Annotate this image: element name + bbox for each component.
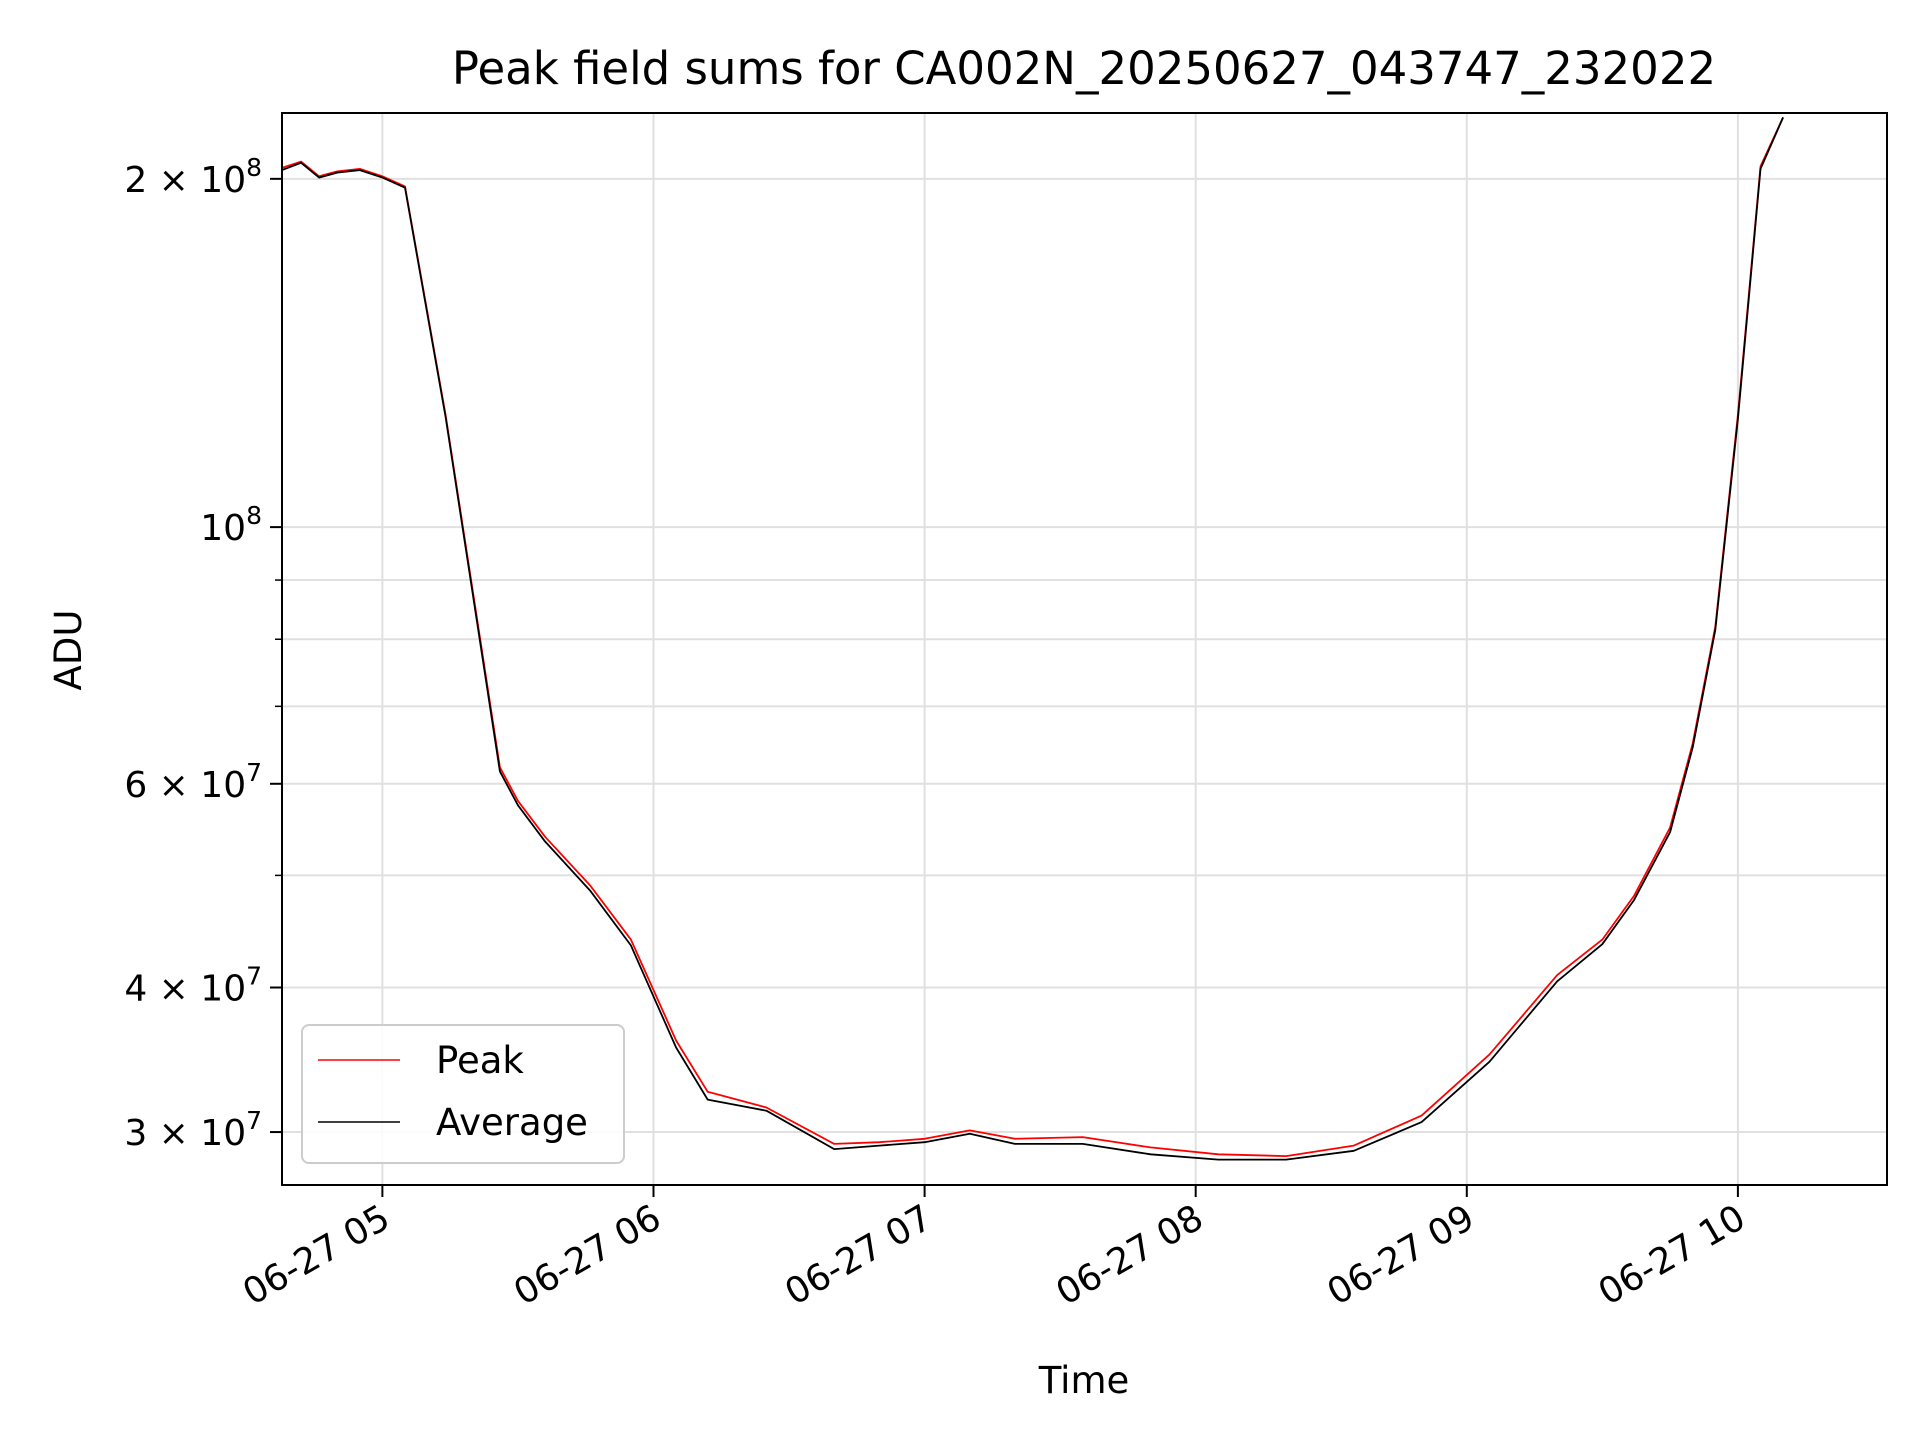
plot-frame (281, 112, 1888, 1186)
y-axis-label: ADU (47, 610, 90, 691)
x-axis-label: Time (1038, 1359, 1130, 1402)
y-tick-label: 3 × 107 (124, 1106, 262, 1154)
legend: Peak Average (301, 1024, 625, 1164)
y-tick-label: 2 × 108 (124, 153, 262, 201)
y-tick-label: 6 × 107 (124, 758, 262, 806)
series-layer (282, 117, 1784, 1161)
legend-label-average: Average (436, 1101, 588, 1144)
gridlines (282, 113, 1887, 1185)
y-tick-label: 4 × 107 (124, 962, 262, 1010)
legend-label-peak: Peak (436, 1039, 524, 1082)
series-line-average (282, 117, 1784, 1161)
chart-title: Peak field sums for CA002N_20250627_0437… (452, 42, 1716, 95)
